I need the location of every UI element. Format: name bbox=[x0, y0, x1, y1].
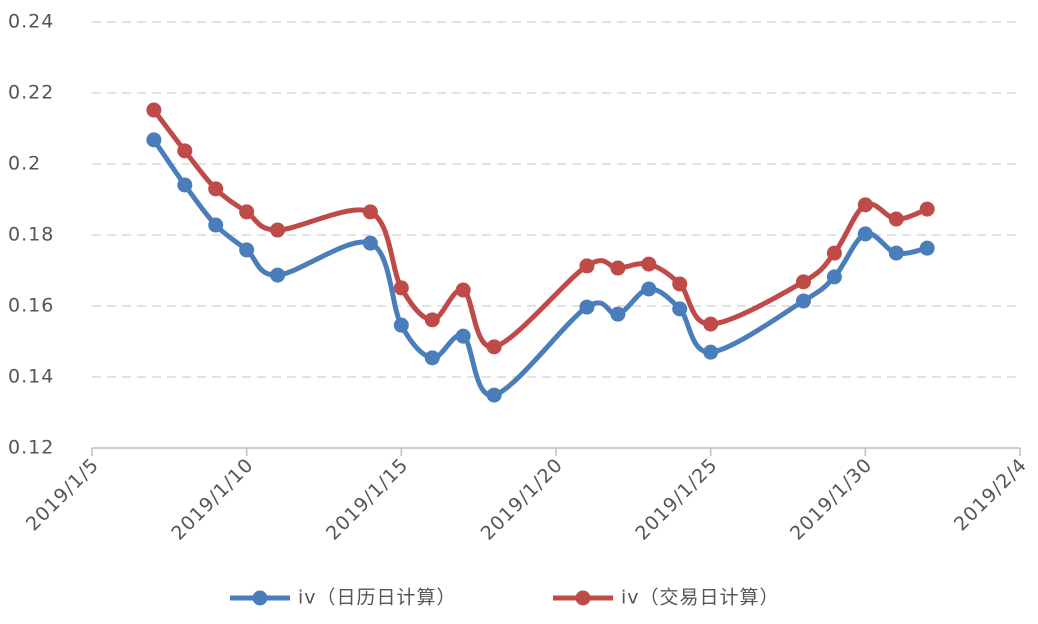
legend-label: iv（交易日计算） bbox=[621, 587, 780, 609]
x-tick-label: 2019/1/10 bbox=[167, 454, 258, 545]
point bbox=[826, 245, 842, 261]
point bbox=[146, 102, 162, 118]
point bbox=[393, 317, 409, 333]
point bbox=[239, 242, 255, 258]
point bbox=[826, 269, 842, 285]
point bbox=[641, 281, 657, 297]
point bbox=[579, 299, 595, 315]
point bbox=[393, 280, 409, 296]
x-tick-label: 2019/1/5 bbox=[22, 454, 104, 536]
point bbox=[486, 387, 502, 403]
point bbox=[362, 204, 378, 220]
y-tick-label: 0.12 bbox=[8, 437, 54, 459]
point bbox=[795, 274, 811, 290]
point bbox=[703, 316, 719, 332]
point bbox=[672, 301, 688, 317]
point bbox=[208, 181, 224, 197]
y-tick-label: 0.14 bbox=[8, 366, 54, 388]
legend-label: iv（日历日计算） bbox=[298, 587, 457, 609]
point bbox=[486, 339, 502, 355]
point bbox=[177, 177, 193, 193]
x-tick-label: 2019/1/30 bbox=[786, 454, 877, 545]
point bbox=[919, 201, 935, 217]
point bbox=[424, 312, 440, 328]
x-tick-label: 2019/1/20 bbox=[477, 454, 568, 545]
legend-marker bbox=[575, 590, 591, 606]
point bbox=[672, 276, 688, 292]
point bbox=[888, 245, 904, 261]
point bbox=[703, 344, 719, 360]
x-tick-label: 2019/1/15 bbox=[322, 454, 413, 545]
y-tick-label: 0.18 bbox=[8, 224, 54, 246]
y-tick-label: 0.16 bbox=[8, 295, 54, 317]
point bbox=[455, 328, 471, 344]
x-tick-label: 2019/2/4 bbox=[950, 454, 1032, 536]
point bbox=[239, 204, 255, 220]
point bbox=[857, 226, 873, 242]
point bbox=[270, 222, 286, 238]
y-tick-label: 0.2 bbox=[8, 153, 41, 175]
point bbox=[641, 256, 657, 272]
point bbox=[424, 350, 440, 366]
point bbox=[888, 211, 904, 227]
point bbox=[455, 282, 471, 298]
y-tick-label: 0.22 bbox=[8, 82, 54, 104]
point bbox=[270, 267, 286, 283]
y-tick-label: 0.24 bbox=[8, 11, 54, 33]
series-line bbox=[151, 108, 929, 350]
point bbox=[362, 235, 378, 251]
x-tick-label: 2019/1/25 bbox=[631, 454, 722, 545]
point bbox=[579, 258, 595, 274]
point bbox=[610, 260, 626, 276]
point bbox=[610, 306, 626, 322]
point bbox=[919, 240, 935, 256]
legend-marker bbox=[252, 590, 268, 606]
point bbox=[146, 132, 162, 148]
point bbox=[177, 143, 193, 159]
series-line bbox=[151, 138, 928, 398]
point bbox=[208, 217, 224, 233]
point bbox=[857, 197, 873, 213]
point bbox=[795, 293, 811, 309]
